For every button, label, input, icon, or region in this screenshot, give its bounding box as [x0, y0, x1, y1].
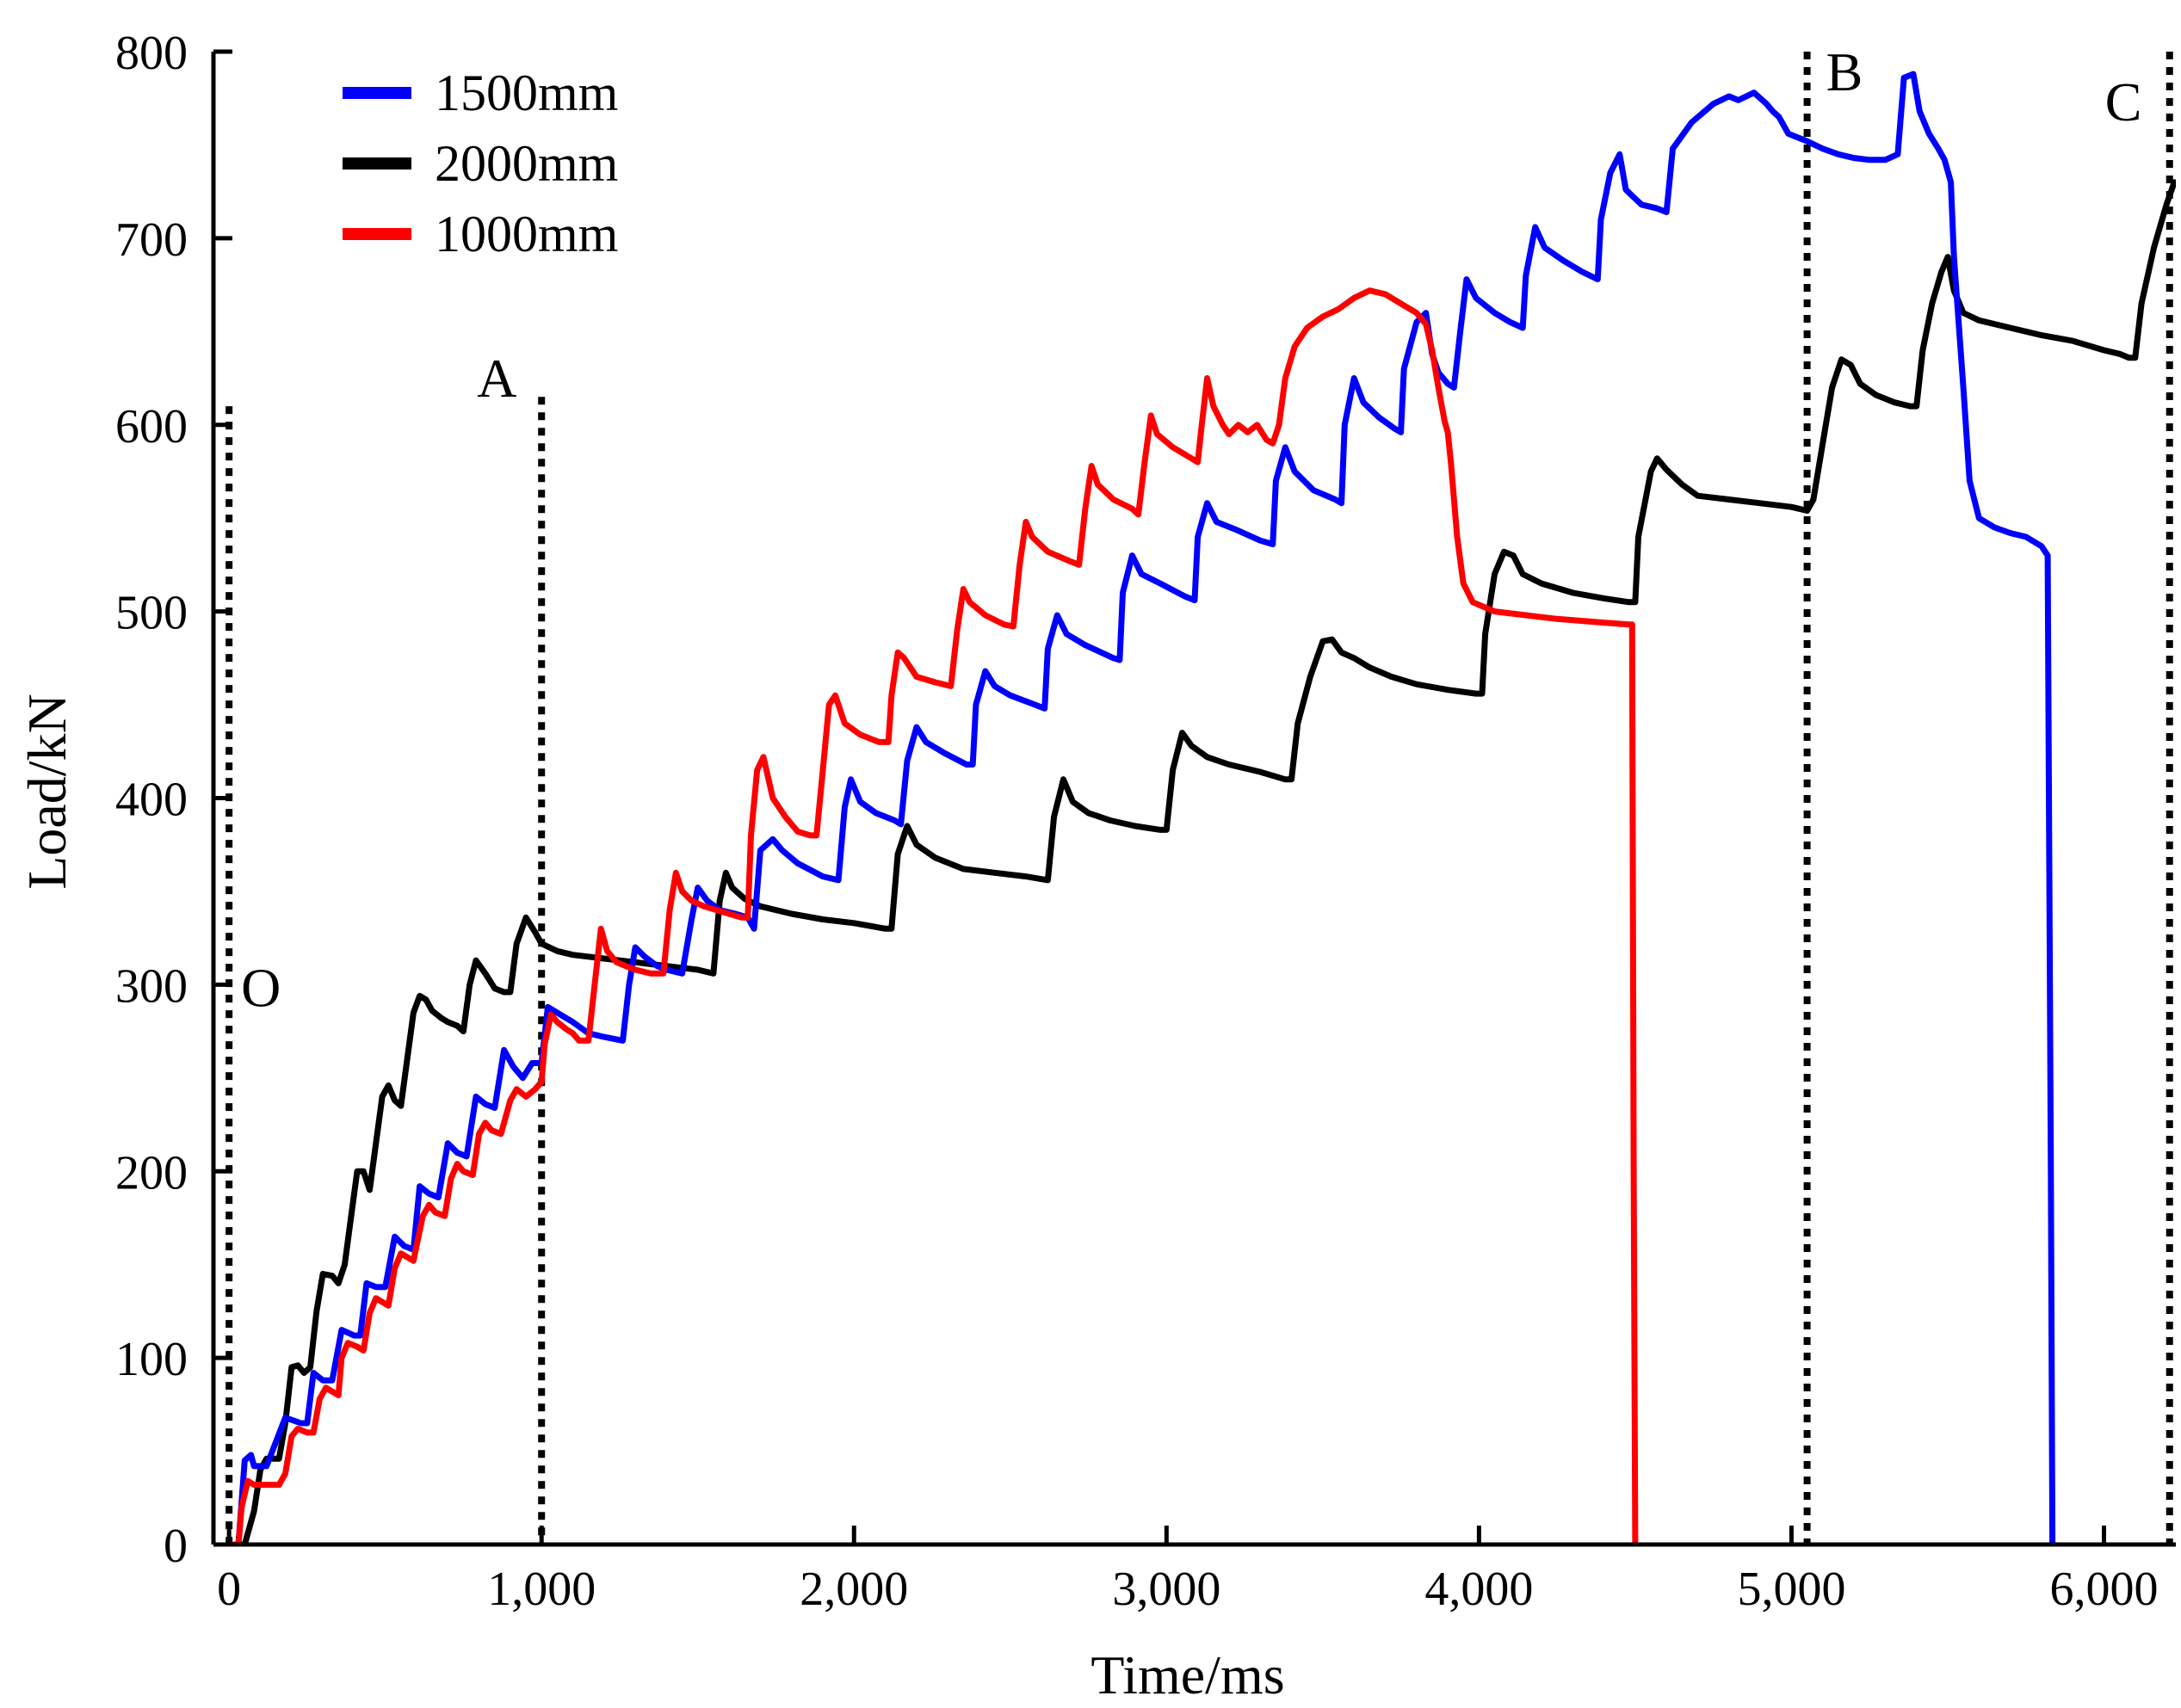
y-tick-label: 700: [115, 213, 188, 267]
y-tick-label: 100: [115, 1333, 188, 1386]
y-tick-label: 300: [115, 959, 188, 1013]
marker-label-o: O: [241, 957, 281, 1018]
marker-lines: [226, 52, 2173, 1545]
x-tick-label: 0: [217, 1563, 241, 1616]
marker-label-c: C: [2105, 71, 2142, 133]
x-axis-title: Time/ms: [1090, 1644, 1284, 1705]
marker-label-a: A: [477, 348, 516, 409]
x-tick-label: 2,000: [800, 1563, 908, 1616]
series-line-1500mm: [226, 71, 2057, 1545]
data-series: [226, 71, 2176, 1545]
x-tick-label: 6,000: [2049, 1563, 2158, 1616]
x-tick-label: 1,000: [487, 1563, 596, 1616]
y-axis-title: Load/kN: [16, 694, 77, 890]
legend: 1500mm 2000mm 1000mm: [343, 65, 618, 262]
legend-label-1000mm: 1000mm: [435, 206, 618, 262]
y-tick-label: 200: [115, 1146, 188, 1199]
legend-label-2000mm: 2000mm: [435, 135, 618, 192]
axes: [211, 52, 2176, 1547]
y-tick-label: 400: [115, 774, 188, 827]
marker-label-b: B: [1826, 41, 1863, 102]
y-tick-labels: 0 100 200 300 400 500 600 700 800: [115, 27, 188, 1573]
series-line-1000mm: [226, 287, 1639, 1545]
x-tick-labels: 0 1,000 2,000 3,000 4,000 5,000 6,000: [217, 1563, 2158, 1616]
legend-label-1500mm: 1500mm: [435, 65, 618, 121]
x-tick-label: 3,000: [1112, 1563, 1220, 1616]
y-tick-label: 0: [164, 1520, 188, 1573]
x-tick-label: 5,000: [1737, 1563, 1845, 1616]
y-tick-label: 500: [115, 587, 188, 640]
series-line-2000mm: [226, 179, 2176, 1545]
y-tick-label: 800: [115, 27, 188, 80]
x-tick-label: 4,000: [1424, 1563, 1533, 1616]
tick-marks: [213, 49, 2106, 1547]
y-tick-label: 600: [115, 400, 188, 453]
marker-labels: O A B C: [241, 41, 2141, 1018]
